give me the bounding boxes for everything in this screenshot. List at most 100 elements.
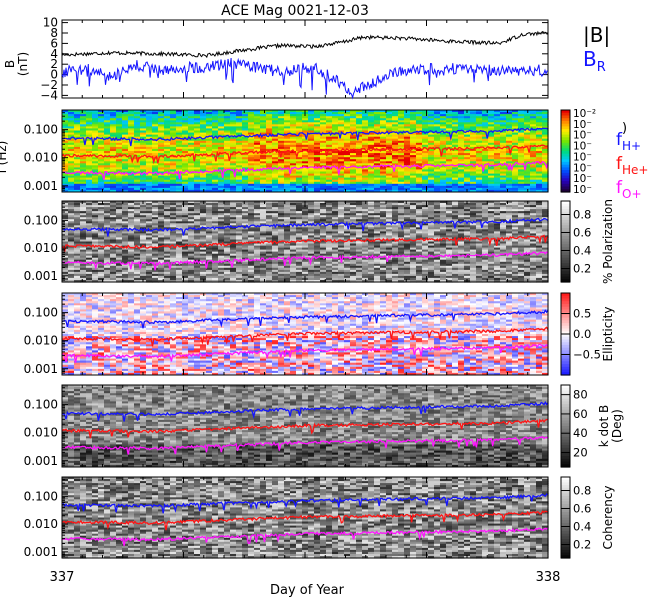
heatmap-cell <box>74 124 81 127</box>
heatmap-cell <box>218 179 225 183</box>
heatmap-cell <box>74 165 81 168</box>
heatmap-cell <box>206 126 213 129</box>
heatmap-cell <box>68 130 75 134</box>
heatmap-cell <box>338 171 345 175</box>
heatmap-cell <box>338 187 345 191</box>
heatmap-cell <box>326 134 333 138</box>
heatmap-cell <box>152 167 159 170</box>
heatmap-cell <box>146 167 153 170</box>
heatmap-cell <box>242 122 249 125</box>
heatmap-cell <box>206 155 213 158</box>
heatmap-cell <box>242 142 249 146</box>
heatmap-cell <box>230 157 237 160</box>
heatmap-cell <box>398 173 405 177</box>
heatmap-cell <box>278 140 285 144</box>
heatmap-cell <box>212 175 219 179</box>
heatmap-cell <box>332 116 339 119</box>
heatmap-cell <box>272 155 279 158</box>
heatmap-cell <box>104 112 111 115</box>
heatmap-cell <box>308 161 315 164</box>
heatmap-cell <box>176 110 183 113</box>
heatmap-cell <box>302 181 309 185</box>
heatmap-cell <box>176 140 183 144</box>
heatmap-cell <box>134 128 141 131</box>
heatmap-cell <box>320 159 327 162</box>
heatmap-cell <box>116 177 123 181</box>
heatmap-cell <box>356 165 363 168</box>
heatmap-cell <box>104 181 111 185</box>
heatmap-cell <box>194 159 201 162</box>
heatmap-cell <box>182 146 189 150</box>
heatmap-cell <box>266 165 273 168</box>
heatmap-cell <box>212 171 219 175</box>
heatmap-cell <box>224 116 231 119</box>
heatmap-cell <box>248 153 255 156</box>
heatmap-cell <box>254 132 261 136</box>
heatmap-cell <box>350 161 357 164</box>
heatmap-cell <box>122 151 129 154</box>
heatmap-cell <box>314 185 321 189</box>
heatmap-cell <box>320 171 327 175</box>
heatmap-cell <box>158 167 165 170</box>
heatmap-cell <box>134 153 141 156</box>
heatmap-cell <box>200 179 207 183</box>
heatmap-cell <box>68 124 75 127</box>
heatmap-cell <box>80 183 87 187</box>
heatmap-cell <box>248 173 255 177</box>
heatmap-cell <box>152 110 159 113</box>
heatmap-cell <box>224 177 231 181</box>
heatmap-cell <box>74 167 81 170</box>
heatmap-cell <box>254 163 261 166</box>
heatmap-cell <box>230 165 237 168</box>
heatmap-cell <box>236 112 243 115</box>
heatmap-cell <box>212 177 219 181</box>
heatmap-cell <box>278 136 285 140</box>
heatmap-cell <box>290 138 297 142</box>
heatmap-cell <box>158 140 165 144</box>
x-axis-label: Day of Year <box>270 583 345 598</box>
heatmap-cell <box>194 112 201 115</box>
heatmap-cell <box>230 110 237 113</box>
heatmap-cell <box>350 116 357 119</box>
heatmap-cell <box>254 175 261 179</box>
heatmap-cell <box>152 187 159 191</box>
heatmap-cell <box>278 175 285 179</box>
heatmap-cell <box>170 116 177 119</box>
heatmap-cell <box>290 157 297 160</box>
heatmap-cell <box>278 112 285 115</box>
heatmap-cell <box>296 144 303 148</box>
heatmap-cell <box>62 165 69 168</box>
heatmap-cell <box>206 169 213 172</box>
heatmap-cell <box>284 175 291 179</box>
heatmap-cell <box>350 173 357 177</box>
heatmap-cell <box>128 181 135 185</box>
heatmap-cell <box>380 171 387 175</box>
heatmap-cell <box>134 130 141 134</box>
heatmap-cell <box>302 146 309 150</box>
heatmap-cell <box>356 177 363 181</box>
heatmap-cell <box>344 157 351 160</box>
heatmap-cell <box>116 155 123 158</box>
heatmap-cell <box>218 155 225 158</box>
heatmap-cell <box>308 124 315 127</box>
heatmap-cell <box>170 163 177 166</box>
heatmap-cell <box>266 173 273 177</box>
heatmap-cell <box>290 112 297 115</box>
heatmap-cell <box>296 146 303 150</box>
heatmap-cell <box>218 116 225 119</box>
heatmap-cell <box>128 179 135 183</box>
heatmap-cell <box>326 167 333 170</box>
heatmap-cell <box>152 159 159 162</box>
heatmap-cell <box>122 114 129 117</box>
heatmap-cell <box>320 134 327 138</box>
heatmap-cell <box>296 116 303 119</box>
heatmap-cell <box>308 138 315 142</box>
heatmap-cell <box>254 134 261 138</box>
heatmap-cell <box>122 140 129 144</box>
heatmap-cell <box>236 173 243 177</box>
heatmap-cell <box>212 118 219 121</box>
heatmap-cell <box>68 134 75 138</box>
heatmap-cell <box>224 159 231 162</box>
heatmap-cell <box>92 132 99 136</box>
heatmap-cell <box>302 138 309 142</box>
